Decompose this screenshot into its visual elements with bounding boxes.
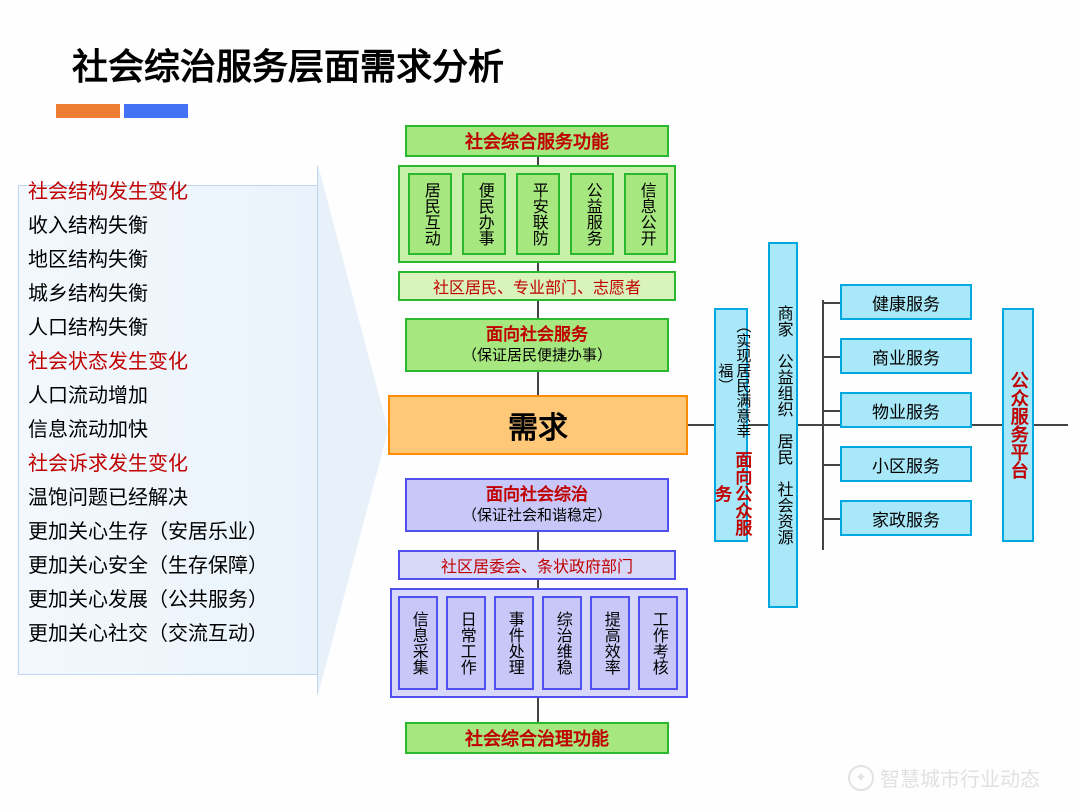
service-sub: （保证居民便捷办事） bbox=[462, 346, 612, 366]
accent-bar-orange bbox=[56, 104, 120, 118]
left-item: 地区结构失衡 bbox=[28, 243, 318, 277]
page-title: 社会综治服务层面需求分析 bbox=[72, 38, 504, 90]
service-title: 面向社会服务 bbox=[462, 324, 612, 346]
left-item: 更加关心生存（安居乐业） bbox=[28, 515, 318, 549]
top-sub-item: 信息公开 bbox=[624, 173, 668, 255]
service-item: 健康服务 bbox=[840, 284, 972, 320]
bottom-sub-item: 事件处理 bbox=[494, 596, 534, 690]
accent-bar-blue bbox=[124, 104, 188, 118]
right-col2: 商家 公益组织 居民 社会资源 bbox=[768, 242, 798, 608]
left-item: 城乡结构失衡 bbox=[28, 277, 318, 311]
left-item: 更加关心发展（公共服务） bbox=[28, 583, 318, 617]
wechat-icon: ✦ bbox=[848, 765, 874, 791]
connector bbox=[822, 518, 840, 520]
top-sub-item: 居民互动 bbox=[408, 173, 452, 255]
col1-title: 面向公众服务 bbox=[711, 447, 752, 540]
top-sub-item: 便民办事 bbox=[462, 173, 506, 255]
gov-title: 面向社会综治 bbox=[462, 484, 612, 506]
service-item: 小区服务 bbox=[840, 446, 972, 482]
left-item: 人口流动增加 bbox=[28, 379, 318, 413]
bottom-actors: 社区居委会、条状政府部门 bbox=[398, 550, 676, 580]
bottom-sub-item: 信息采集 bbox=[398, 596, 438, 690]
left-item: 收入结构失衡 bbox=[28, 209, 318, 243]
connector bbox=[822, 302, 840, 304]
left-item: 信息流动加快 bbox=[28, 413, 318, 447]
connector bbox=[822, 410, 840, 412]
service-box: 面向社会服务 （保证居民便捷办事） bbox=[405, 318, 669, 372]
top-actors: 社区居民、专业部门、志愿者 bbox=[398, 271, 676, 301]
service-item: 家政服务 bbox=[840, 500, 972, 536]
governance-box: 面向社会综治 （保证社会和谐稳定） bbox=[405, 478, 669, 532]
left-item: 更加关心安全（生存保障） bbox=[28, 549, 318, 583]
service-item: 物业服务 bbox=[840, 392, 972, 428]
connector bbox=[822, 300, 824, 550]
bottom-sub-item: 提高效率 bbox=[590, 596, 630, 690]
left-list: 社会结构发生变化收入结构失衡地区结构失衡城乡结构失衡人口结构失衡社会状态发生变化… bbox=[28, 175, 318, 651]
left-item: 社会诉求发生变化 bbox=[28, 447, 318, 481]
bottom-sub-item: 综治维稳 bbox=[542, 596, 582, 690]
top-header: 社会综合服务功能 bbox=[405, 125, 669, 157]
top-sub-item: 平安联防 bbox=[516, 173, 560, 255]
gov-sub: （保证社会和谐稳定） bbox=[462, 506, 612, 526]
connector bbox=[822, 356, 840, 358]
left-item: 社会结构发生变化 bbox=[28, 175, 318, 209]
left-item: 更加关心社交（交流互动） bbox=[28, 617, 318, 651]
left-item: 温饱问题已经解决 bbox=[28, 481, 318, 515]
left-item: 社会状态发生变化 bbox=[28, 345, 318, 379]
watermark-text: 智慧城市行业动态 bbox=[880, 763, 1040, 792]
bottom-sub-item: 日常工作 bbox=[446, 596, 486, 690]
top-sub-item: 公益服务 bbox=[570, 173, 614, 255]
bottom-sub-item: 工作考核 bbox=[638, 596, 678, 690]
connector bbox=[822, 464, 840, 466]
platform-box: 公众服务平台 bbox=[1002, 308, 1034, 542]
bottom-header: 社会综合治理功能 bbox=[405, 722, 669, 754]
right-col1: （实现居民满意幸福） 面向公众服务 bbox=[714, 308, 748, 542]
platform-text: 公众服务平台 bbox=[1007, 371, 1029, 479]
service-item: 商业服务 bbox=[840, 338, 972, 374]
col2-text: 商家 公益组织 居民 社会资源 bbox=[773, 305, 792, 545]
watermark: ✦ 智慧城市行业动态 bbox=[848, 763, 1040, 792]
left-item: 人口结构失衡 bbox=[28, 311, 318, 345]
col1-sub: （实现居民满意幸福） bbox=[711, 310, 752, 447]
demand-box: 需求 bbox=[388, 395, 688, 455]
